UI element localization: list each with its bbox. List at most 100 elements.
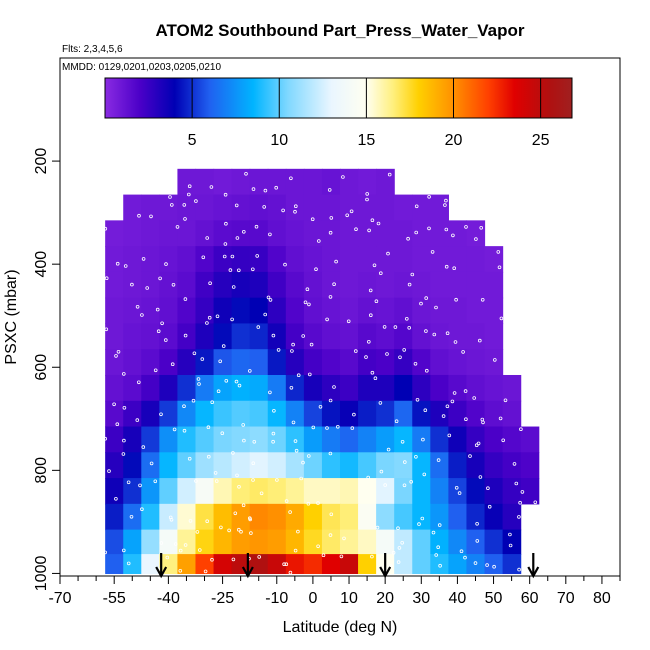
heatmap-cell — [321, 400, 341, 428]
sample-point — [242, 438, 246, 443]
heatmap-cell — [303, 297, 323, 325]
sample-point — [248, 369, 252, 373]
heatmap-cell — [376, 452, 395, 479]
sample-point — [329, 512, 334, 517]
sample-point — [328, 533, 333, 537]
sample-point — [248, 516, 252, 520]
sample-point — [464, 225, 468, 229]
sample-point — [170, 203, 174, 207]
sample-point — [328, 398, 333, 403]
sample-point — [316, 501, 320, 505]
heatmap-cell — [213, 554, 233, 575]
sample-point — [122, 405, 127, 410]
sample-point — [187, 456, 192, 461]
sample-point — [252, 439, 257, 444]
sample-point — [301, 334, 306, 338]
sample-point — [378, 401, 383, 405]
heatmap-cell — [340, 478, 359, 505]
sample-point — [262, 205, 267, 209]
sample-point — [198, 548, 202, 552]
heatmap-cell — [321, 478, 341, 505]
heatmap-cell — [484, 323, 504, 350]
heatmap-cell — [376, 194, 395, 221]
sample-point — [450, 399, 455, 404]
x-tick-label: -55 — [103, 590, 126, 607]
sample-point — [215, 314, 220, 319]
heatmap-cell — [340, 220, 359, 247]
sample-point — [422, 472, 427, 477]
heatmap-cell — [376, 529, 395, 555]
heatmap-cell — [285, 271, 305, 299]
heatmap-cell — [448, 529, 468, 555]
heatmap-cell — [340, 374, 359, 402]
heatmap-cell — [430, 220, 449, 247]
sample-point — [445, 331, 450, 336]
heatmap-cell — [285, 400, 305, 428]
sample-point — [107, 469, 111, 473]
sample-point — [210, 557, 214, 562]
sample-point — [231, 451, 235, 455]
heatmap-cell — [159, 323, 179, 350]
heatmap-cell — [466, 271, 486, 299]
sample-point — [141, 257, 146, 261]
heatmap-cell — [249, 168, 269, 196]
sample-point — [474, 443, 479, 448]
sample-point — [352, 412, 356, 417]
heatmap-cell — [177, 194, 197, 221]
x-axis: -70 -55 -40 -25 -10 0 10 20 30 40 50 60 70 80 — [48, 576, 621, 607]
heatmap-cell — [213, 220, 233, 247]
sample-point — [197, 382, 201, 386]
heatmap-cell — [430, 374, 449, 402]
sample-point — [349, 209, 354, 214]
heatmap-cell — [123, 246, 142, 273]
sample-point — [114, 354, 118, 358]
sample-point — [334, 259, 338, 264]
sample-point — [104, 327, 109, 332]
sample-point — [155, 307, 160, 312]
colorbar-tick-label: 25 — [532, 132, 550, 149]
sample-point — [382, 325, 387, 329]
sample-point — [341, 175, 345, 179]
heatmap-cell — [412, 194, 431, 221]
heatmap-cell — [123, 554, 142, 575]
sample-point — [290, 349, 294, 353]
sample-point — [316, 544, 320, 549]
sample-point — [230, 317, 234, 322]
heatmap-cell — [105, 529, 124, 555]
heatmap-cell — [195, 297, 215, 325]
heatmap-cell — [177, 297, 197, 325]
sample-point — [164, 262, 168, 266]
heatmap-cell — [285, 452, 305, 479]
heatmap-cell — [430, 246, 449, 273]
sample-point — [259, 491, 264, 496]
sample-point — [318, 404, 323, 409]
sample-point — [276, 348, 281, 352]
sample-point — [231, 557, 236, 562]
sample-point — [436, 458, 441, 462]
x-tick-label: 20 — [376, 590, 394, 607]
heatmap-cell — [484, 478, 504, 505]
sample-point — [251, 478, 255, 482]
heatmap-cell — [430, 426, 449, 453]
sample-point — [220, 431, 225, 436]
heatmap-cell — [141, 503, 160, 531]
heatmap-cell — [195, 323, 215, 350]
sample-point — [431, 530, 436, 535]
sample-point — [172, 427, 177, 432]
sample-point — [517, 567, 521, 572]
heatmap-cell — [303, 529, 323, 555]
sample-point — [194, 199, 198, 203]
heatmap-cell — [412, 246, 431, 273]
sample-point — [291, 420, 296, 425]
heatmap-cell — [249, 529, 269, 555]
sample-point — [296, 529, 300, 534]
heatmap-cell — [267, 452, 287, 479]
sample-point — [492, 564, 496, 569]
heatmap-cell — [502, 426, 522, 453]
sample-point — [427, 226, 431, 231]
sample-point — [447, 433, 452, 438]
sample-point — [413, 361, 418, 366]
heatmap-cell — [177, 168, 197, 196]
sample-point — [296, 373, 301, 378]
sample-point — [121, 452, 126, 456]
